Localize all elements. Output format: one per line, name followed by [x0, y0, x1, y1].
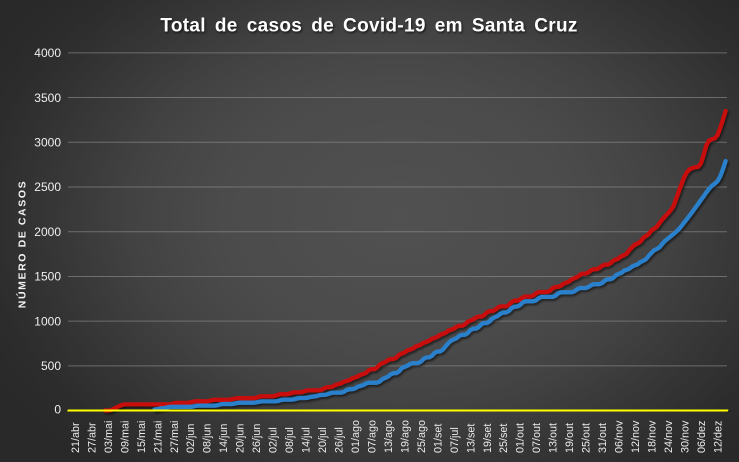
svg-text:25/set: 25/set: [498, 424, 510, 453]
svg-text:21/abr: 21/abr: [70, 422, 82, 453]
svg-text:27/abr: 27/abr: [86, 422, 98, 453]
svg-text:06/dez: 06/dez: [696, 421, 708, 453]
svg-text:09/mai: 09/mai: [119, 421, 131, 453]
svg-text:30/nov: 30/nov: [679, 420, 691, 453]
svg-text:18/nov: 18/nov: [647, 420, 659, 453]
svg-text:07/jul: 07/jul: [449, 427, 461, 453]
svg-text:27/mai: 27/mai: [169, 421, 181, 453]
svg-text:19/ago: 19/ago: [399, 420, 411, 453]
svg-text:1500: 1500: [34, 270, 61, 284]
svg-text:08/jun: 08/jun: [202, 424, 214, 453]
svg-text:12/nov: 12/nov: [630, 420, 642, 453]
svg-text:Total de casos de Covid-19 em: Total de casos de Covid-19 em Santa Cruz: [160, 16, 577, 37]
svg-text:02/jul: 02/jul: [268, 427, 280, 453]
svg-text:25/out: 25/out: [581, 423, 593, 453]
svg-text:2500: 2500: [34, 180, 61, 194]
svg-text:19/set: 19/set: [482, 424, 494, 453]
svg-text:20/jul: 20/jul: [317, 427, 329, 453]
svg-text:13/out: 13/out: [548, 423, 560, 453]
svg-text:26/jun: 26/jun: [251, 424, 263, 453]
svg-text:03/mai: 03/mai: [103, 421, 115, 453]
svg-text:25/ago: 25/ago: [416, 420, 428, 453]
svg-text:3000: 3000: [34, 136, 61, 150]
svg-text:0: 0: [54, 402, 61, 416]
svg-text:14/jul: 14/jul: [301, 427, 313, 453]
svg-text:2000: 2000: [34, 225, 61, 239]
svg-text:01/ago: 01/ago: [350, 420, 362, 453]
svg-text:13/ago: 13/ago: [383, 420, 395, 453]
svg-text:21/mai: 21/mai: [152, 421, 164, 453]
svg-text:07/out: 07/out: [531, 423, 543, 453]
svg-text:13/set: 13/set: [465, 424, 477, 453]
svg-text:01/set: 01/set: [432, 424, 444, 453]
svg-text:3500: 3500: [34, 91, 61, 105]
svg-text:08/jul: 08/jul: [284, 427, 296, 453]
svg-text:20/jun: 20/jun: [235, 424, 247, 453]
svg-text:24/nov: 24/nov: [663, 420, 675, 453]
svg-text:500: 500: [41, 359, 61, 373]
svg-text:15/mai: 15/mai: [136, 421, 148, 453]
svg-text:06/nov: 06/nov: [614, 420, 626, 453]
svg-text:NÚMERO DE CASOS: NÚMERO DE CASOS: [16, 180, 29, 308]
svg-text:4000: 4000: [34, 46, 61, 60]
svg-text:07/ago: 07/ago: [366, 420, 378, 453]
svg-text:12/dez: 12/dez: [712, 421, 724, 453]
svg-text:31/out: 31/out: [597, 423, 609, 453]
svg-text:14/jun: 14/jun: [218, 424, 230, 453]
svg-text:02/jun: 02/jun: [185, 424, 197, 453]
svg-text:26/jul: 26/jul: [334, 427, 346, 453]
svg-text:01/out: 01/out: [515, 423, 527, 453]
svg-text:1000: 1000: [34, 314, 61, 328]
svg-text:19/out: 19/out: [564, 423, 576, 453]
